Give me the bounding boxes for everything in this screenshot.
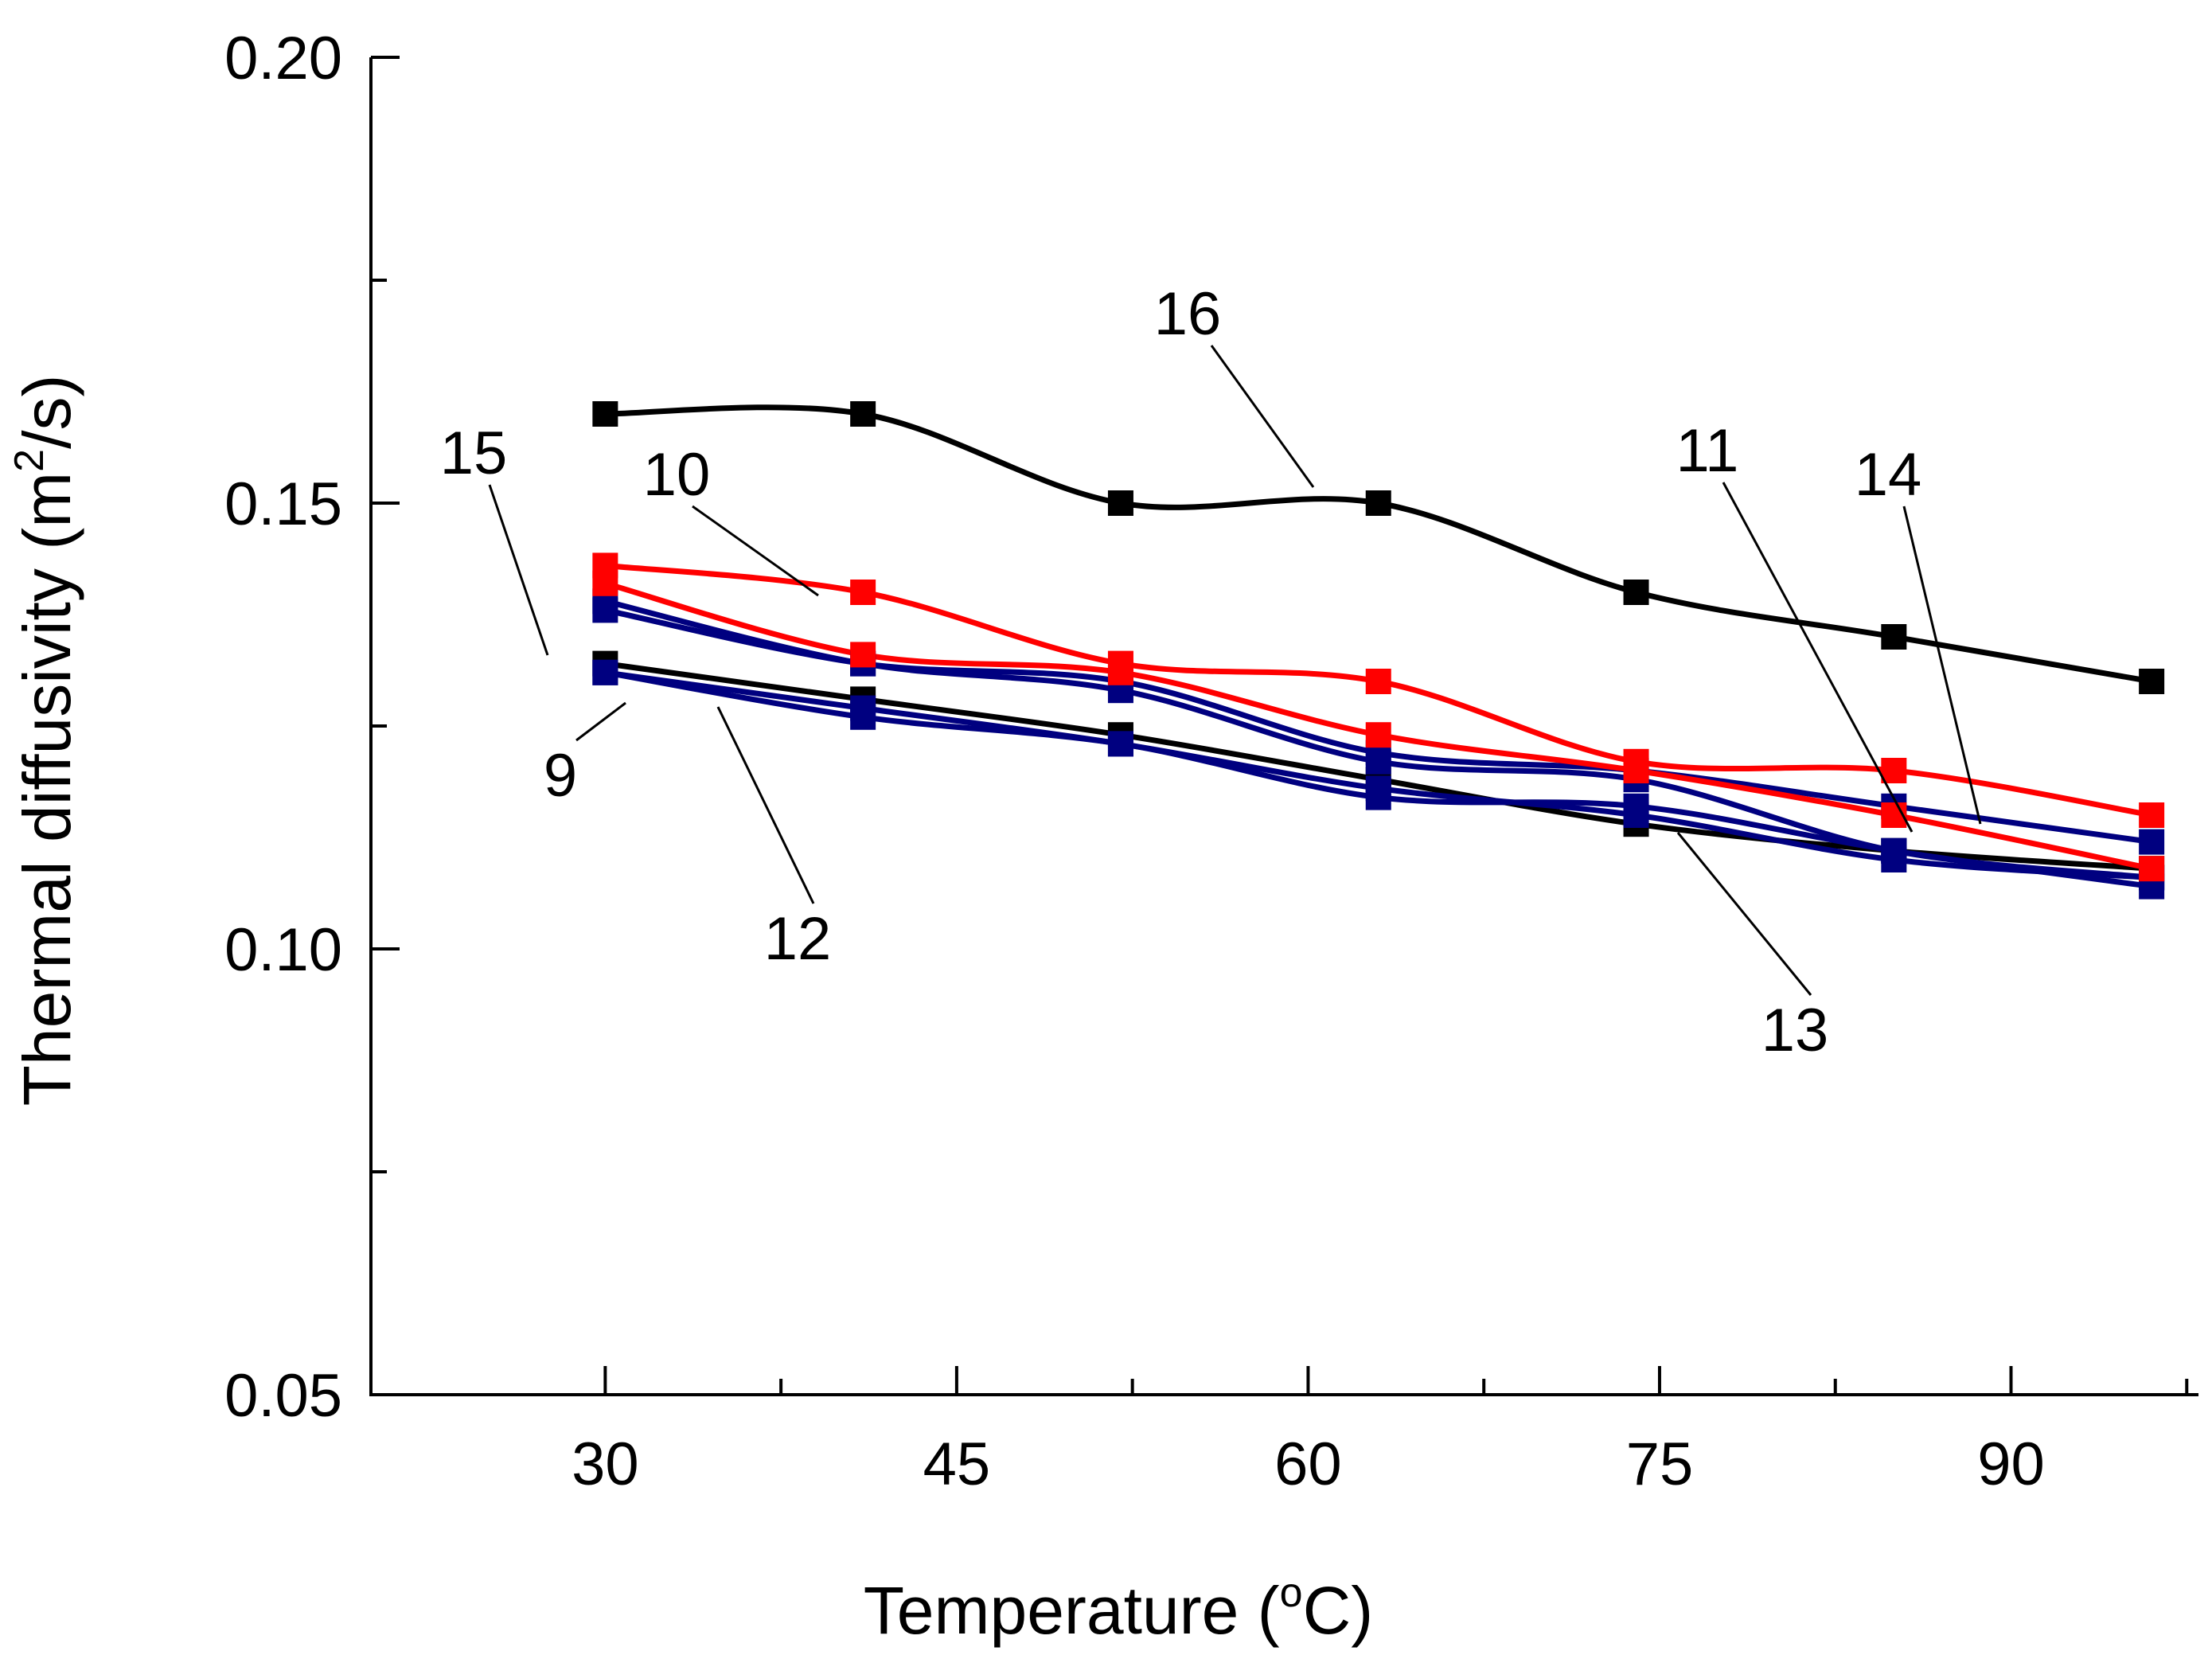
series-label-13: 13 xyxy=(1761,997,1829,1064)
series-label-15: 15 xyxy=(440,420,508,487)
annotation-leaders xyxy=(488,345,1982,996)
ticks: 0.05 0.10 0.15 0.20 30 45 60 75 90 xyxy=(224,25,2189,1498)
leader-line-12 xyxy=(716,706,815,904)
series-15-point xyxy=(2139,829,2165,855)
x-axis-title: Temperature (oC) xyxy=(864,1570,1373,1648)
series-label-11: 11 xyxy=(1676,417,1739,485)
series-15-point xyxy=(592,597,618,623)
series-label-14: 14 xyxy=(1855,441,1922,509)
leader-line-10 xyxy=(692,505,819,597)
series-13-point xyxy=(592,659,618,685)
series-11-point xyxy=(2139,856,2165,882)
leader-line-14 xyxy=(1902,505,1982,825)
x-tick-label: 75 xyxy=(1626,1431,1694,1498)
series-16-point xyxy=(1881,624,1907,650)
series-11-point xyxy=(850,642,876,668)
x-tick-label: 45 xyxy=(923,1431,991,1498)
series-16-point xyxy=(592,401,618,427)
y-tick-label: 0.20 xyxy=(224,25,342,92)
series-16-point xyxy=(850,401,876,427)
annotation-labels: 16 15 10 9 12 11 14 13 xyxy=(440,280,1922,1064)
series-16-point xyxy=(1365,490,1391,516)
series-10-point xyxy=(1623,748,1649,775)
series-16-point xyxy=(1623,580,1649,605)
series-11-point xyxy=(1365,722,1391,748)
series-label-16: 16 xyxy=(1154,280,1222,348)
x-tick-label: 60 xyxy=(1274,1431,1342,1498)
leader-line-9 xyxy=(575,701,626,742)
series-13-point xyxy=(1623,793,1649,819)
series-13-point xyxy=(850,704,876,730)
series-markers xyxy=(592,401,2165,900)
series-label-9: 9 xyxy=(544,742,577,810)
series-10-point xyxy=(1881,758,1907,783)
series-16-point xyxy=(1107,490,1133,516)
y-tick-label: 0.05 xyxy=(224,1362,342,1430)
series-13-point xyxy=(1365,784,1391,810)
y-axis-title: Thermal diffusivity (m2/s) xyxy=(6,375,84,1107)
series-10-point xyxy=(1107,650,1133,677)
y-tick-label: 0.10 xyxy=(224,916,342,984)
series-14-point xyxy=(1881,837,1907,864)
leader-line-13 xyxy=(1676,832,1812,996)
leader-line-16 xyxy=(1210,345,1315,488)
series-16-point xyxy=(2139,669,2165,694)
leader-line-11 xyxy=(1722,482,1914,833)
series-10-point xyxy=(2139,802,2165,828)
series-13-point xyxy=(1107,731,1133,757)
series-10-point xyxy=(850,580,876,605)
series-label-10: 10 xyxy=(643,441,711,509)
x-tick-label: 30 xyxy=(572,1431,639,1498)
x-tick-label: 90 xyxy=(1977,1431,2045,1498)
y-tick-label: 0.15 xyxy=(224,470,342,538)
series-label-12: 12 xyxy=(764,905,832,973)
series-10-point xyxy=(1365,669,1391,694)
leader-line-15 xyxy=(488,484,549,656)
series-10-point xyxy=(592,552,618,579)
